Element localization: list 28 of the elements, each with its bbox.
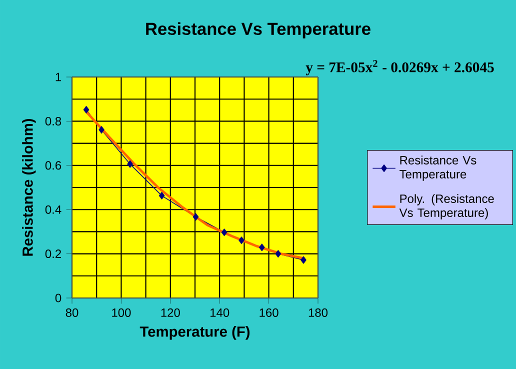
point <box>192 213 199 221</box>
point <box>98 126 104 134</box>
y-tick-label: 0.8 <box>45 116 62 126</box>
point <box>83 106 90 114</box>
y-tick-label: 0 <box>55 294 62 302</box>
chart-title: Resistance Vs Temperature <box>146 22 370 38</box>
y-tick-label: 0.2 <box>45 250 61 258</box>
x-tick-label: 100 <box>112 308 131 317</box>
point <box>275 250 282 258</box>
point <box>300 256 306 264</box>
point <box>127 160 133 168</box>
x-tick-label: 140 <box>210 308 230 317</box>
point <box>158 192 165 200</box>
y-tick-label: 0.6 <box>45 161 62 170</box>
x-axis-title: Temperature (F) <box>140 326 250 340</box>
y-axis-title: Resistance (kilohm) <box>22 118 36 256</box>
point <box>259 244 265 252</box>
x-tick-label: 180 <box>308 308 328 317</box>
x-tick-label: 160 <box>260 308 278 317</box>
legend-label: Resistance Vs Temperature <box>400 156 476 181</box>
y-tick-label: 1 <box>56 72 62 82</box>
legend-label: Poly. (Resistance Vs Temperature) <box>399 194 494 220</box>
y-tick-label: 0.4 <box>45 205 62 214</box>
x-tick-label: 120 <box>161 308 180 317</box>
point <box>238 236 244 244</box>
text: y = 7E-05x$^{2}$ - 0.0269x + 2.6045 <box>306 60 494 76</box>
point <box>221 228 228 236</box>
x-tick-label: 80 <box>66 308 78 317</box>
